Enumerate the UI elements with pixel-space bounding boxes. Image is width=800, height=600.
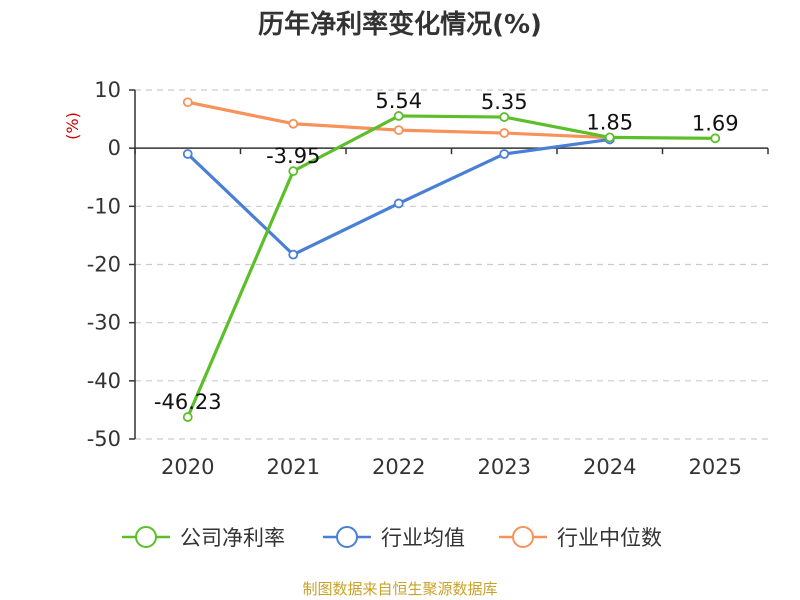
data-point[interactable] [182,412,193,422]
data-label: 1.69 [692,111,739,135]
series-line-1 [186,137,610,257]
data-point[interactable] [499,112,510,122]
x-tick-label: 2021 [267,455,320,479]
series-layer [182,97,721,422]
legend-label: 行业均值 [381,526,465,550]
legend-item-0[interactable]: 公司净利率 [122,526,285,550]
x-tick-label: 2024 [583,455,636,479]
data-point[interactable] [288,166,299,177]
source-note: 制图数据来自恒生聚源数据库 [302,580,497,598]
data-label: 5.35 [481,90,528,114]
legend[interactable]: 公司净利率 行业均值 行业中位数 [122,526,662,550]
x-tick-label: 2020 [161,455,214,479]
data-label: 5.54 [375,89,422,113]
legend-marker [512,526,534,548]
chart-title: 历年净利率变化情况(%) [258,9,542,40]
legend-marker [336,526,358,548]
legend-label: 公司净利率 [180,526,285,550]
data-label: -46.23 [154,390,222,414]
y-tick-label: -20 [87,253,121,277]
x-tick-label: 2025 [689,455,742,479]
data-point[interactable] [393,198,404,209]
y-tick-label: -10 [87,194,121,218]
axes: 10 0 -10 -20 -30 -40 -50 2020 2021 2022 2023 2024 20… [87,78,769,479]
x-tick-label: 2022 [372,455,425,479]
data-labels: -46.23 -3.95 5.54 5.35 1.85 1.69 [154,89,739,414]
data-point[interactable] [182,97,193,108]
data-point[interactable] [393,111,404,121]
data-point[interactable] [182,149,193,159]
data-point[interactable] [393,125,404,136]
data-point[interactable] [710,133,721,144]
data-point[interactable] [288,118,299,129]
data-point[interactable] [499,149,510,159]
data-point[interactable] [288,249,299,260]
x-tick-label: 2023 [478,455,531,479]
y-axis-label: (%) [63,112,82,140]
grid-lines [135,89,768,440]
legend-marker [135,526,157,548]
y-tick-label: 0 [108,136,121,160]
legend-item-1[interactable]: 行业均值 [323,526,465,550]
series-line-0 [186,114,716,418]
y-tick-label: 10 [94,78,121,102]
y-tick-label: -30 [87,311,121,335]
legend-item-2[interactable]: 行业中位数 [499,526,662,550]
data-label: -3.95 [266,144,320,168]
data-point[interactable] [499,128,510,138]
data-label: 1.85 [586,110,633,134]
y-tick-label: -40 [87,369,121,393]
data-point[interactable] [604,132,615,143]
legend-label: 行业中位数 [557,526,662,550]
y-tick-label: -50 [87,427,121,451]
